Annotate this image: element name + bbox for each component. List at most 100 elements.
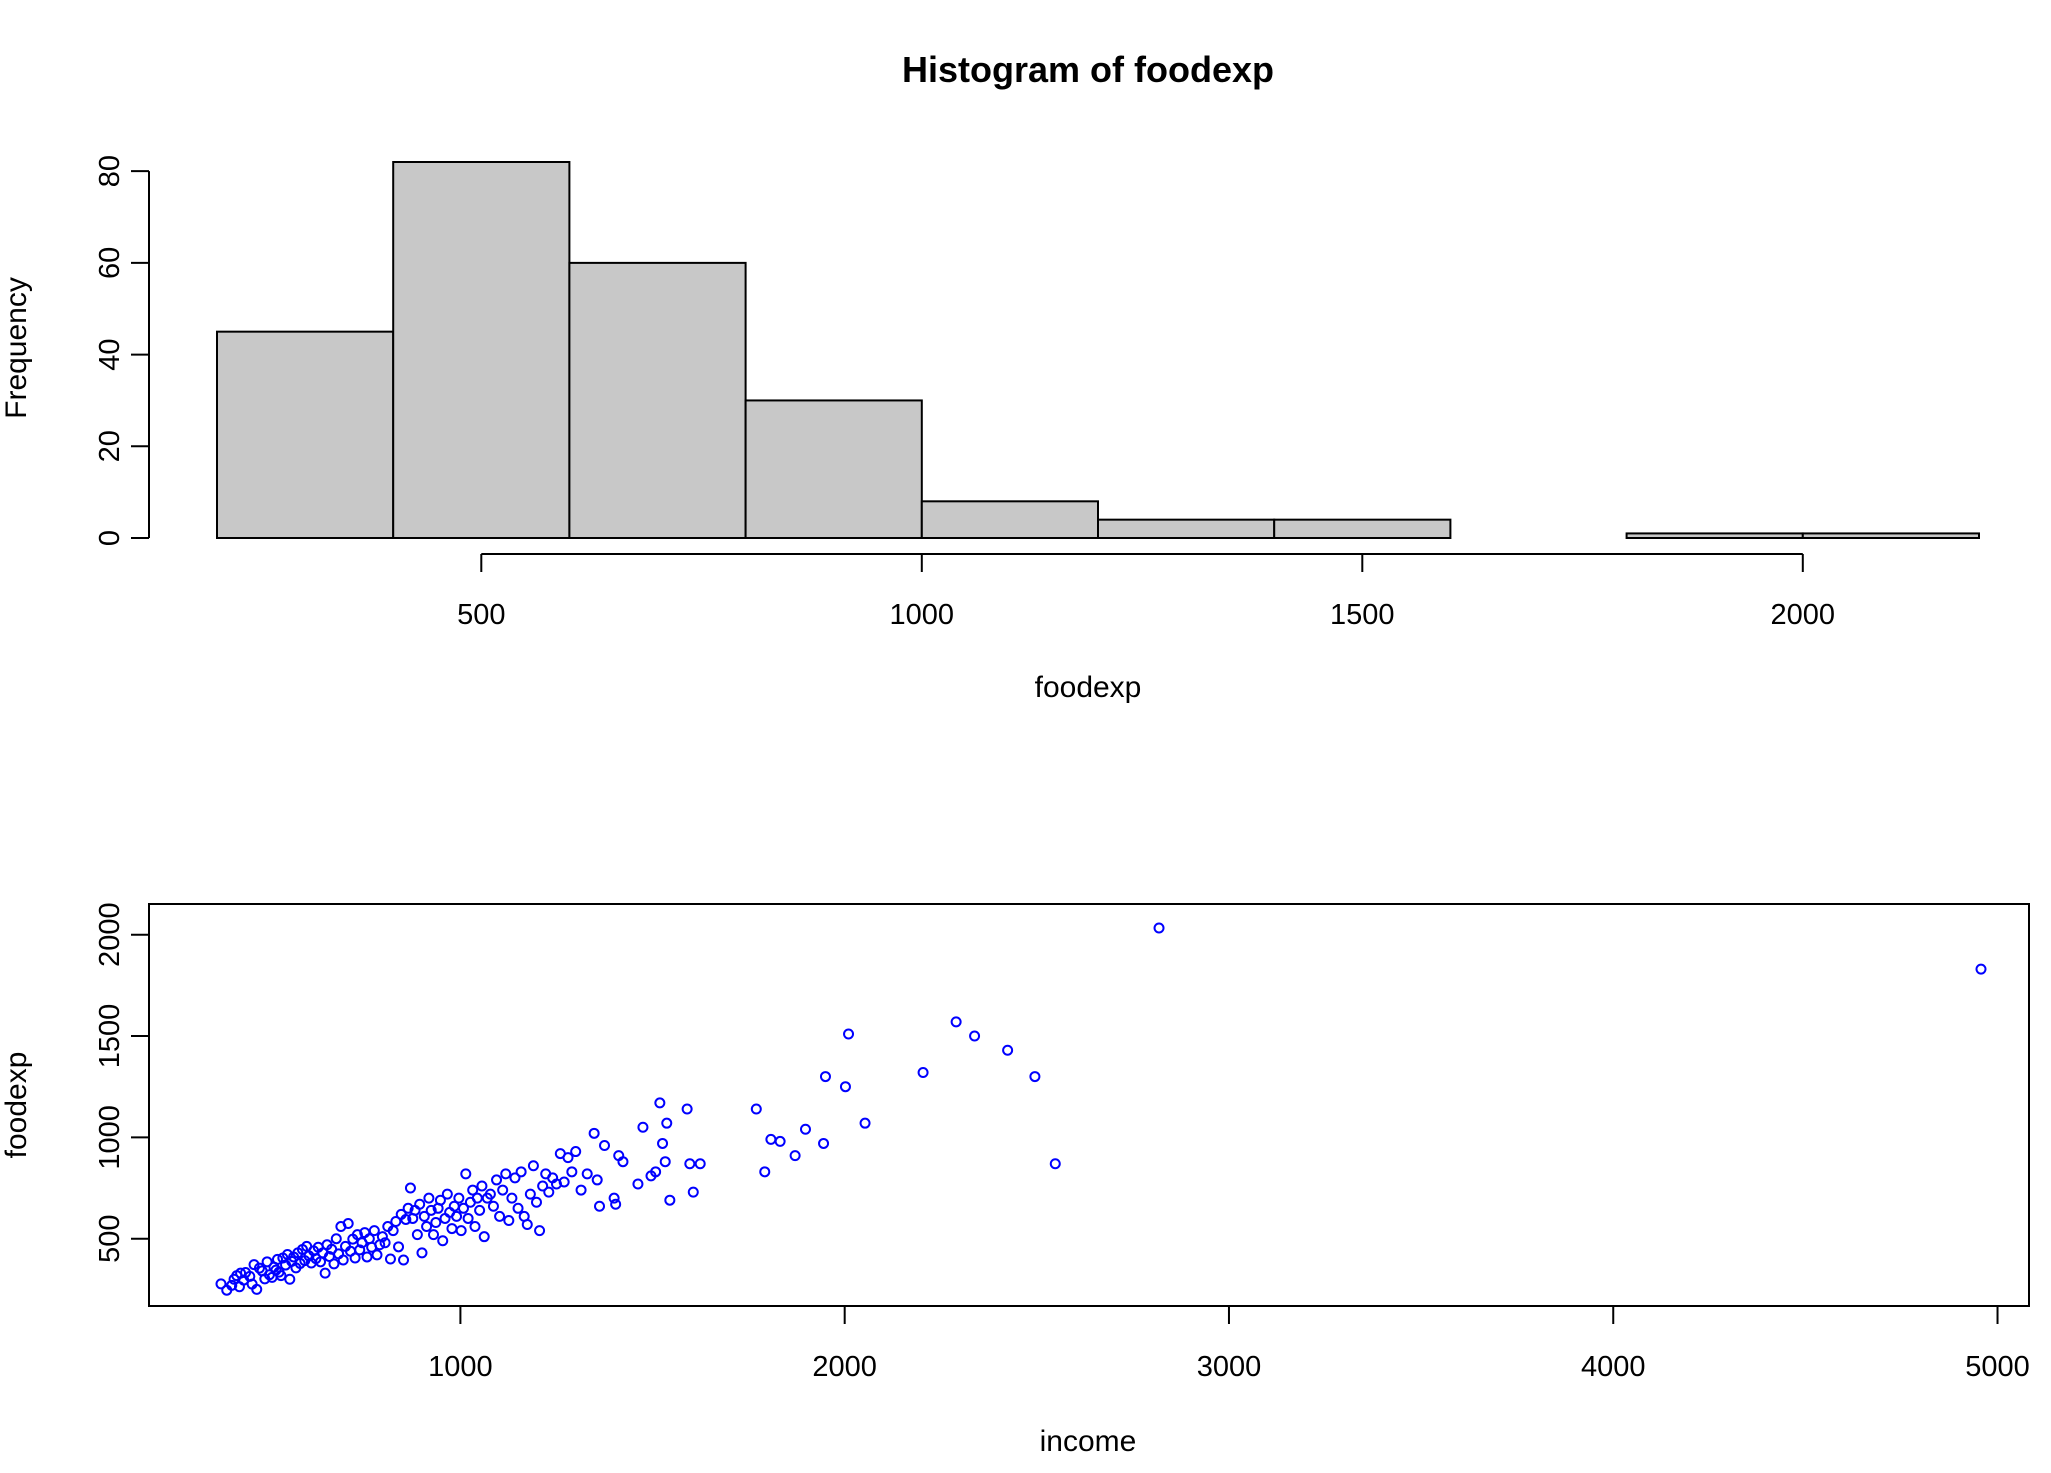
scatter-point [271, 1253, 283, 1265]
scatter-point [1002, 1044, 1014, 1056]
histogram-bar [392, 161, 571, 539]
scatter-point [469, 1221, 481, 1233]
scatter-point [390, 1215, 402, 1227]
scatter-point [650, 1166, 662, 1178]
scatter-point [376, 1231, 388, 1243]
scatter-point [503, 1214, 515, 1226]
scatter-point [487, 1200, 499, 1212]
scatter-point [799, 1123, 811, 1135]
scatter-point [581, 1168, 593, 1180]
scatter-point [379, 1237, 391, 1249]
scatter-point [637, 1121, 649, 1133]
scatter-point [818, 1137, 830, 1149]
scatter-point [681, 1103, 693, 1115]
histogram-x-tick-label: 1000 [890, 599, 955, 631]
scatter-point [521, 1219, 533, 1231]
scatter-point [434, 1194, 446, 1206]
scatter-point [599, 1139, 611, 1151]
scatter-point [253, 1262, 265, 1274]
histogram-x-axis: 500 1000 1500 2000 [457, 553, 1835, 631]
histogram-bars [216, 161, 1981, 540]
scatter-point [423, 1192, 435, 1204]
scatter-x-tick-label: 2000 [812, 1351, 877, 1383]
scatter-point [917, 1067, 929, 1079]
scatter-y-label: foodexp [0, 1052, 33, 1159]
scatter-point [446, 1223, 458, 1235]
histogram-panel: Histogram of foodexp 0 20 40 60 80 500 1000 15… [0, 49, 1981, 704]
scatter-point [328, 1258, 340, 1270]
histogram-bar [1273, 518, 1452, 539]
scatter-point [588, 1127, 600, 1139]
scatter-y-axis: 500 1000 1500 2000 [94, 902, 149, 1263]
scatter-point [657, 1137, 669, 1149]
scatter-point [575, 1184, 587, 1196]
scatter-point [969, 1030, 981, 1042]
scatter-point [261, 1256, 273, 1268]
scatter-point [664, 1194, 676, 1206]
scatter-point [759, 1166, 771, 1178]
scatter-point [515, 1166, 527, 1178]
scatter-point [319, 1267, 331, 1279]
scatter-point [570, 1146, 582, 1158]
scatter-point [1049, 1158, 1061, 1170]
scatter-point [430, 1216, 442, 1228]
scatter-point [416, 1247, 428, 1259]
scatter-point [284, 1273, 296, 1285]
scatter-point [591, 1174, 603, 1186]
scatter-point [659, 1156, 671, 1168]
scatter-point [594, 1200, 606, 1212]
scatter-point [421, 1221, 433, 1233]
scatter-point [478, 1231, 490, 1243]
scatter-point [530, 1196, 542, 1208]
scatter-point [819, 1071, 831, 1083]
histogram-bar [216, 330, 395, 539]
scatter-y-tick-label: 1500 [94, 1004, 126, 1069]
scatter-point [462, 1212, 474, 1224]
scatter-point [474, 1204, 486, 1216]
scatter-point [400, 1213, 412, 1225]
scatter-point [859, 1117, 871, 1129]
scatter-point [527, 1160, 539, 1172]
histogram-x-tick-label: 1500 [1330, 599, 1395, 631]
scatter-point [414, 1198, 426, 1210]
scatter-plot-box [148, 903, 2030, 1307]
scatter-point [251, 1283, 263, 1295]
scatter-point [418, 1210, 430, 1222]
scatter-point [368, 1225, 380, 1237]
histogram-bar [1625, 532, 1804, 539]
histogram-bar [568, 261, 747, 539]
scatter-point [537, 1180, 549, 1192]
scatter-point [351, 1229, 363, 1241]
scatter-point [950, 1016, 962, 1028]
scatter-point [371, 1249, 383, 1261]
histogram-bar [1801, 532, 1981, 539]
scatter-x-axis: 1000 2000 3000 4000 5000 [428, 1306, 2030, 1383]
scatter-point [1975, 963, 1987, 975]
scatter-point [215, 1278, 227, 1290]
scatter-point [453, 1192, 465, 1204]
scatter-point [330, 1233, 342, 1245]
scatter-point [509, 1172, 521, 1184]
scatter-y-tick-label: 2000 [94, 902, 126, 967]
histogram-title: Histogram of foodexp [902, 49, 1274, 90]
scatter-point [750, 1103, 762, 1115]
scatter-point [494, 1210, 506, 1222]
scatter-point [789, 1150, 801, 1162]
scatter-point [610, 1198, 622, 1210]
scatter-point [411, 1229, 423, 1241]
scatter-point [455, 1225, 467, 1237]
scatter-x-tick-label: 1000 [428, 1351, 493, 1383]
scatter-point [694, 1158, 706, 1170]
scatter-point [275, 1270, 287, 1282]
scatter-point [506, 1192, 518, 1204]
scatter-point [632, 1178, 644, 1190]
histogram-bar [744, 399, 923, 539]
scatter-x-tick-label: 5000 [1965, 1351, 2030, 1383]
scatter-point [398, 1254, 410, 1266]
scatter-point [617, 1156, 629, 1168]
scatter-point [497, 1184, 509, 1196]
scatter-y-tick-label: 500 [94, 1215, 126, 1263]
scatter-x-label: income [1040, 1425, 1137, 1458]
